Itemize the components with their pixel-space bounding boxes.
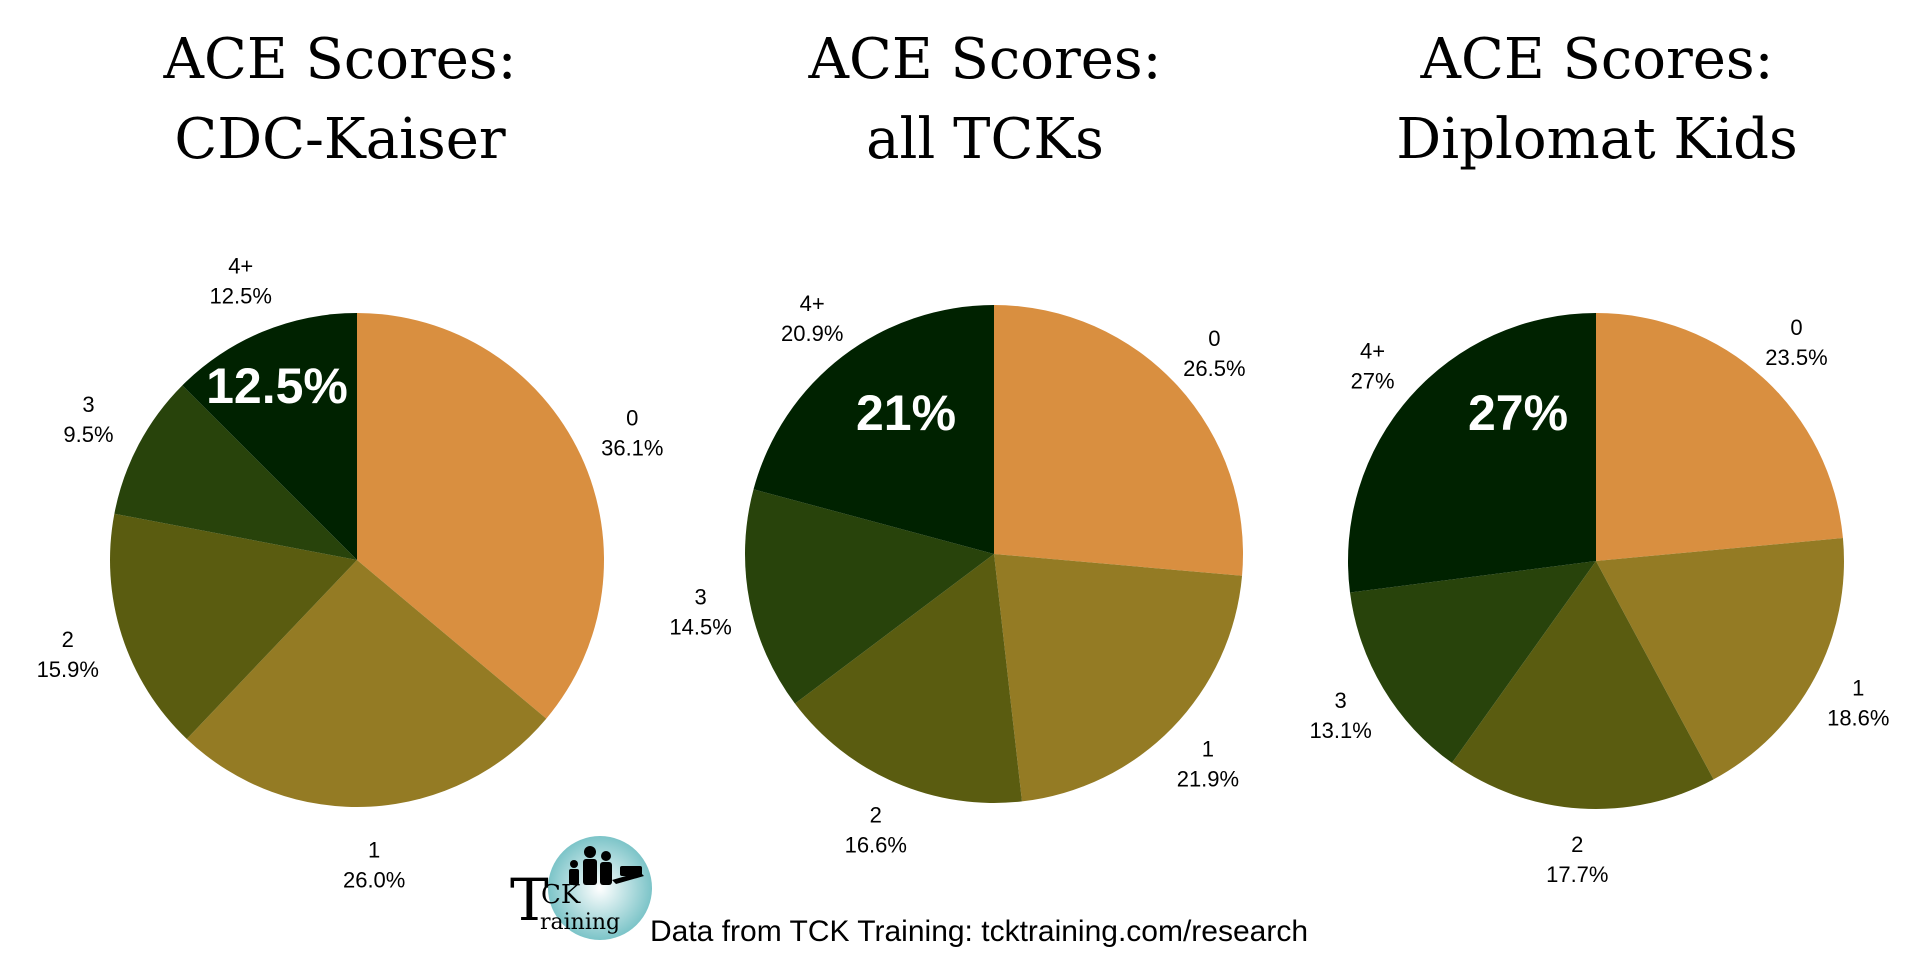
slice-percent-label: 36.1% bbox=[601, 436, 663, 461]
chart-title-line-1: ACE Scores: bbox=[163, 27, 517, 92]
slice-percent-label: 17.7% bbox=[1546, 862, 1608, 887]
pie-labels: 0 36.1% 1 26.0% 2 15.9% 3 9.5% 4+ 12.5% bbox=[37, 253, 664, 892]
pie-chart-cdc-kaiser: ACE Scores: CDC-Kaiser 0 36.1% 1 26.0% 2 15.9… bbox=[37, 27, 664, 892]
slice-percent-label: 23.5% bbox=[1765, 345, 1827, 370]
slice-category-label: 4+ bbox=[800, 291, 825, 316]
slice-percent-label: 21.9% bbox=[1177, 767, 1239, 792]
pie-slice-1 bbox=[186, 560, 547, 807]
slice-category-label: 1 bbox=[1852, 676, 1864, 701]
highlight-value-label: 27% bbox=[1468, 385, 1568, 441]
pie-labels: 0 26.5% 1 21.9% 2 16.6% 3 14.5% 4+ 20.9% bbox=[669, 291, 1245, 858]
highlight-value-label: 12.5% bbox=[206, 358, 348, 414]
pie-slice-3 bbox=[114, 385, 357, 560]
slice-percent-label: 20.9% bbox=[781, 321, 843, 346]
slice-percent-label: 12.5% bbox=[210, 283, 272, 308]
slice-category-label: 1 bbox=[1202, 737, 1214, 762]
slice-category-label: 0 bbox=[1208, 326, 1220, 351]
slice-percent-label: 18.6% bbox=[1827, 706, 1889, 731]
pie-slice-3 bbox=[745, 489, 994, 704]
slice-percent-label: 27% bbox=[1351, 368, 1395, 393]
pie-slice-1 bbox=[994, 554, 1243, 802]
chart-title-line-1: ACE Scores: bbox=[808, 27, 1162, 92]
pie-slice-2 bbox=[1452, 561, 1714, 809]
logo-text-ck: CK bbox=[541, 880, 581, 910]
chart-title-line-2: Diplomat Kids bbox=[1396, 107, 1797, 172]
pie-slice-0 bbox=[357, 313, 605, 719]
pie-slice-4plus bbox=[1348, 313, 1596, 593]
slice-percent-label: 13.1% bbox=[1309, 718, 1371, 743]
pie-slice-0 bbox=[994, 305, 1243, 576]
slice-percent-label: 15.9% bbox=[37, 657, 99, 682]
footer-source-text: Data from TCK Training: tcktraining.com/… bbox=[650, 915, 1308, 948]
slice-percent-label: 16.6% bbox=[845, 832, 907, 857]
slice-category-label: 3 bbox=[82, 392, 94, 417]
highlight-value-label: 21% bbox=[856, 385, 956, 441]
pie-chart-all-tcks: ACE Scores: all TCKs 0 26.5% 1 21.9% 2 16.6% 3… bbox=[669, 27, 1245, 857]
chart-title-line-2: CDC-Kaiser bbox=[174, 107, 506, 172]
slice-category-label: 2 bbox=[1571, 832, 1583, 857]
slice-category-label: 2 bbox=[62, 627, 74, 652]
pie-slice-4plus bbox=[753, 305, 994, 554]
slice-category-label: 0 bbox=[1790, 315, 1802, 340]
pie-slice-3 bbox=[1350, 561, 1596, 763]
slice-percent-label: 26.0% bbox=[343, 867, 405, 892]
pie-labels: 0 23.5% 1 18.6% 2 17.7% 3 13.1% 4+ 27% bbox=[1309, 315, 1889, 887]
pie-slices bbox=[745, 305, 1243, 803]
slice-category-label: 4+ bbox=[1360, 338, 1385, 363]
pie-slice-0 bbox=[1596, 313, 1843, 561]
pie-slices bbox=[1348, 313, 1844, 809]
slice-percent-label: 14.5% bbox=[669, 615, 731, 640]
slice-category-label: 3 bbox=[695, 585, 707, 610]
family-silhouette-icon bbox=[569, 846, 644, 885]
tck-training-logo: T CK raining bbox=[510, 836, 652, 940]
slice-percent-label: 9.5% bbox=[63, 422, 113, 447]
chart-title-line-2: all TCKs bbox=[866, 107, 1104, 172]
slice-percent-label: 26.5% bbox=[1183, 356, 1245, 381]
logo-text-raining: raining bbox=[540, 910, 620, 935]
chart-title-line-1: ACE Scores: bbox=[1420, 27, 1774, 92]
logo-initial-t: T bbox=[510, 866, 549, 934]
pie-chart-diplomat-kids: ACE Scores: Diplomat Kids 0 23.5% 1 18.6% 2 1… bbox=[1309, 27, 1889, 887]
pie-slices bbox=[109, 313, 605, 807]
slice-category-label: 1 bbox=[368, 837, 380, 862]
pie-slice-2 bbox=[109, 513, 358, 739]
pie-slice-1 bbox=[1596, 538, 1844, 780]
slice-category-label: 3 bbox=[1335, 688, 1347, 713]
pie-slice-2 bbox=[794, 554, 1022, 803]
slice-category-label: 4+ bbox=[228, 253, 253, 278]
pie-slice-4plus bbox=[182, 313, 357, 560]
slice-category-label: 0 bbox=[626, 406, 638, 431]
slice-category-label: 2 bbox=[870, 802, 882, 827]
